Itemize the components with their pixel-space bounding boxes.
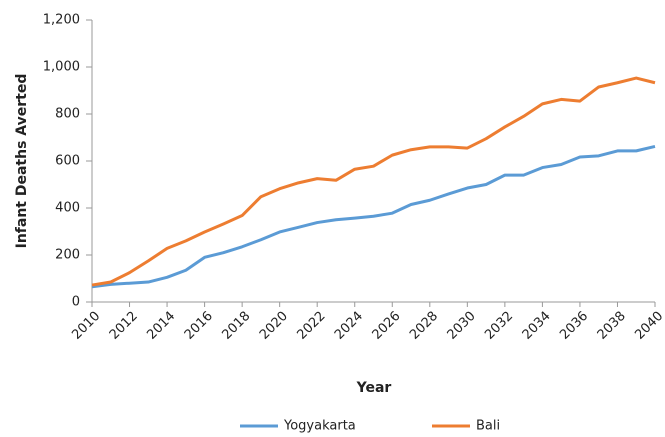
x-tick-label: 2040 bbox=[632, 309, 665, 343]
x-tick-label: 2026 bbox=[370, 309, 404, 343]
y-axis-label: Infant Deaths Averted bbox=[14, 74, 30, 249]
y-tick-label: 1,200 bbox=[43, 13, 80, 28]
x-tick-label: 2030 bbox=[445, 309, 479, 343]
x-tick-label: 2036 bbox=[557, 309, 591, 343]
x-tick-label: 2032 bbox=[482, 309, 516, 343]
y-tick-label: 0 bbox=[72, 295, 80, 310]
x-tick-label: 2022 bbox=[294, 309, 328, 343]
x-tick-label: 2028 bbox=[407, 309, 441, 343]
x-tick-label: 2020 bbox=[257, 309, 291, 343]
x-tick-label: 2016 bbox=[182, 309, 216, 343]
x-tick-label: 2024 bbox=[332, 309, 366, 343]
y-tick-label: 600 bbox=[55, 154, 80, 169]
x-axis-label: Year bbox=[356, 380, 392, 396]
y-tick-label: 400 bbox=[55, 201, 80, 216]
x-tick-label: 2038 bbox=[595, 309, 629, 343]
legend-label: Yogyakarta bbox=[283, 419, 356, 434]
x-tick-label: 2034 bbox=[520, 309, 554, 343]
series-line bbox=[91, 76, 656, 287]
y-tick-label: 200 bbox=[55, 248, 80, 263]
x-tick-label: 2010 bbox=[69, 309, 103, 343]
y-tick-label: 1,000 bbox=[43, 60, 80, 75]
legend-label: Bali bbox=[476, 419, 500, 434]
x-tick-label: 2012 bbox=[107, 309, 141, 343]
series-line bbox=[91, 144, 656, 289]
x-tick-label: 2014 bbox=[144, 309, 178, 343]
y-tick-label: 800 bbox=[55, 107, 80, 122]
x-tick-label: 2018 bbox=[219, 309, 253, 343]
